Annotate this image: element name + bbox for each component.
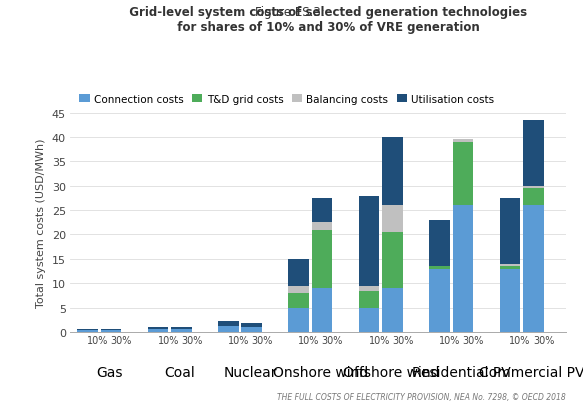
Bar xyxy=(312,198,332,223)
Bar xyxy=(523,189,543,206)
Bar xyxy=(500,198,520,264)
Bar xyxy=(429,269,449,332)
Bar xyxy=(312,288,332,332)
Bar xyxy=(500,264,520,266)
Text: THE FULL COSTS OF ELECTRICITY PROVISION, NEA No. 7298, © OECD 2018: THE FULL COSTS OF ELECTRICITY PROVISION,… xyxy=(277,392,566,401)
Bar xyxy=(289,293,309,308)
Y-axis label: Total system costs (USD/MWh): Total system costs (USD/MWh) xyxy=(36,138,46,307)
Text: Figure ES.3:: Figure ES.3: xyxy=(255,6,328,19)
Bar xyxy=(429,266,449,269)
Bar xyxy=(171,327,192,330)
Bar xyxy=(500,269,520,332)
Bar xyxy=(359,308,380,332)
Bar xyxy=(218,322,238,326)
Bar xyxy=(382,138,403,206)
Bar xyxy=(359,196,380,286)
Bar xyxy=(382,206,403,232)
Bar xyxy=(452,206,473,332)
Bar xyxy=(171,330,192,332)
Legend: Connection costs, T&D grid costs, Balancing costs, Utilisation costs: Connection costs, T&D grid costs, Balanc… xyxy=(75,90,498,109)
Bar xyxy=(289,308,309,332)
Text: Grid-level system costs of selected generation technologies
                  fo: Grid-level system costs of selected gene… xyxy=(55,6,528,34)
Bar xyxy=(523,121,543,186)
Bar xyxy=(382,232,403,288)
Bar xyxy=(241,323,262,327)
Bar xyxy=(312,230,332,288)
Bar xyxy=(289,286,309,293)
Bar xyxy=(147,327,168,330)
Bar xyxy=(241,327,262,332)
Bar xyxy=(312,223,332,230)
Bar xyxy=(289,259,309,286)
Bar xyxy=(359,291,380,308)
Bar xyxy=(523,186,543,189)
Bar xyxy=(429,220,449,266)
Bar xyxy=(101,330,121,332)
Bar xyxy=(452,140,473,143)
Bar xyxy=(359,286,380,291)
Bar xyxy=(218,326,238,332)
Bar xyxy=(500,266,520,269)
Bar xyxy=(78,330,98,332)
Bar xyxy=(382,288,403,332)
Bar xyxy=(523,206,543,332)
Bar xyxy=(452,143,473,206)
Bar xyxy=(147,330,168,332)
